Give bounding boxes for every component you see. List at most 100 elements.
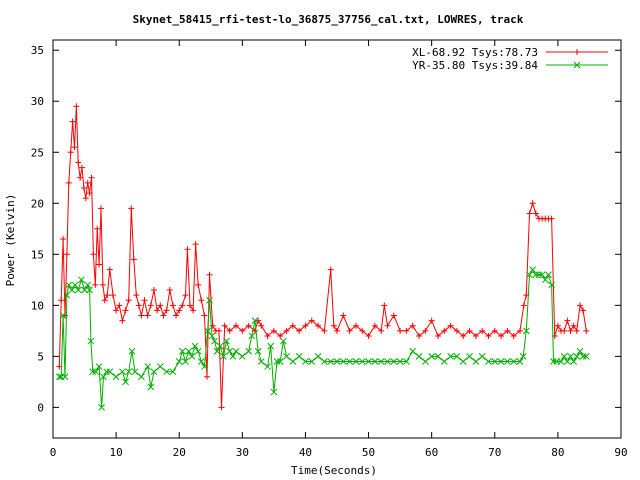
data-point bbox=[359, 327, 366, 334]
data-point bbox=[160, 312, 167, 319]
data-point bbox=[92, 281, 99, 288]
data-point bbox=[573, 353, 581, 360]
x-tick-label: 70 bbox=[488, 446, 501, 459]
data-point bbox=[573, 327, 580, 334]
data-point bbox=[479, 327, 486, 334]
data-point bbox=[87, 337, 95, 345]
data-point bbox=[428, 317, 435, 324]
data-point bbox=[403, 358, 410, 365]
data-point bbox=[116, 302, 123, 309]
data-point bbox=[270, 388, 278, 396]
data-point bbox=[529, 200, 536, 207]
data-point bbox=[315, 322, 322, 329]
data-point bbox=[453, 327, 460, 334]
data-point bbox=[195, 281, 202, 288]
data-point bbox=[409, 347, 417, 355]
series-1 bbox=[56, 103, 590, 411]
data-point bbox=[86, 286, 93, 294]
data-point bbox=[574, 49, 580, 55]
data-point bbox=[478, 353, 486, 360]
data-point bbox=[135, 302, 142, 309]
y-tick-label: 30 bbox=[31, 95, 44, 108]
data-point bbox=[522, 327, 530, 335]
data-point bbox=[184, 246, 191, 253]
data-point bbox=[460, 332, 467, 339]
data-point bbox=[295, 353, 303, 360]
data-point bbox=[100, 373, 107, 381]
data-point bbox=[532, 210, 539, 217]
data-point bbox=[582, 353, 590, 360]
data-point bbox=[254, 347, 262, 355]
data-point bbox=[106, 368, 114, 376]
data-point bbox=[179, 347, 186, 355]
data-point bbox=[144, 363, 152, 370]
data-point bbox=[58, 297, 65, 304]
data-point bbox=[232, 347, 240, 355]
data-point bbox=[141, 297, 148, 304]
data-point bbox=[59, 312, 67, 319]
data-point bbox=[264, 363, 271, 370]
data-point bbox=[209, 322, 216, 329]
data-point bbox=[545, 271, 552, 279]
data-point bbox=[340, 312, 347, 319]
data-point bbox=[182, 358, 189, 365]
data-point bbox=[381, 302, 388, 309]
data-point bbox=[580, 307, 587, 314]
data-point bbox=[128, 347, 136, 355]
data-point bbox=[99, 281, 106, 288]
data-point bbox=[573, 61, 581, 69]
data-point bbox=[289, 322, 296, 329]
data-point bbox=[92, 368, 100, 376]
data-point bbox=[251, 317, 259, 324]
data-point bbox=[221, 322, 228, 329]
x-tick-label: 20 bbox=[173, 446, 186, 459]
data-point bbox=[125, 297, 132, 304]
series-layer bbox=[55, 103, 590, 411]
data-point bbox=[226, 347, 234, 355]
data-point bbox=[453, 353, 461, 360]
data-point bbox=[55, 373, 63, 381]
data-point bbox=[377, 358, 385, 365]
data-point bbox=[459, 358, 467, 365]
data-point bbox=[182, 292, 189, 299]
data-point bbox=[201, 363, 208, 370]
data-point bbox=[257, 358, 265, 365]
y-axis-ticks: 0 5 10 15 20 25 30 35 bbox=[31, 44, 621, 414]
data-point bbox=[564, 358, 571, 365]
data-point bbox=[113, 307, 120, 314]
data-point bbox=[245, 322, 252, 329]
data-point bbox=[192, 241, 199, 248]
x-tick-label: 10 bbox=[109, 446, 122, 459]
data-point bbox=[122, 307, 129, 314]
chart-title: Skynet_58415_rfi-test-lo_36875_37756_cal… bbox=[133, 13, 524, 26]
data-point bbox=[154, 307, 161, 314]
data-point bbox=[504, 327, 511, 334]
data-point bbox=[441, 327, 448, 334]
data-point bbox=[529, 266, 536, 273]
data-point bbox=[176, 307, 183, 314]
data-point bbox=[130, 256, 137, 263]
data-point bbox=[223, 337, 230, 345]
data-point bbox=[561, 327, 568, 334]
data-point bbox=[104, 292, 111, 299]
data-point bbox=[283, 327, 290, 334]
data-point bbox=[498, 332, 505, 339]
data-point bbox=[434, 332, 441, 339]
data-point bbox=[365, 332, 372, 339]
data-point bbox=[520, 302, 527, 309]
data-point bbox=[583, 327, 590, 334]
x-tick-label: 40 bbox=[299, 446, 312, 459]
data-point bbox=[185, 347, 193, 355]
data-point bbox=[333, 358, 341, 365]
data-point bbox=[163, 368, 170, 376]
data-point bbox=[96, 261, 103, 268]
data-point bbox=[147, 383, 155, 391]
data-point bbox=[579, 353, 587, 360]
data-point bbox=[218, 404, 225, 411]
data-point bbox=[133, 292, 140, 299]
data-point bbox=[403, 327, 410, 334]
data-point bbox=[173, 312, 180, 319]
data-point bbox=[576, 347, 584, 355]
